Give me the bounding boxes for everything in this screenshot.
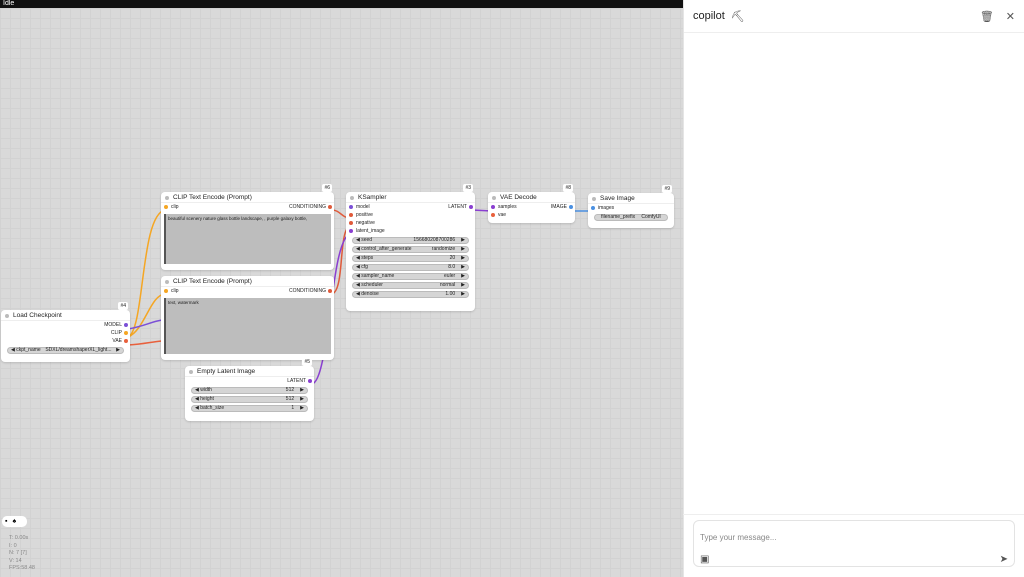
status-bar: Idle (0, 0, 683, 8)
trash-icon[interactable]: 🗑 (979, 10, 994, 23)
output-clip[interactable]: CLIP (1, 329, 130, 337)
widget-seed[interactable]: ◀ seed 156680208700286 ▶ (352, 237, 469, 244)
widget-denoise[interactable]: ◀ denoise 1.00 ▶ (352, 291, 469, 298)
widget-batch-size[interactable]: ◀ batch_size 1 ▶ (191, 405, 308, 412)
hammer-icon: ⛏ (730, 10, 745, 23)
node-id-badge: #3 (463, 184, 473, 192)
prompt-textarea[interactable]: beautiful scenery nature glass bottle la… (164, 214, 331, 264)
input-images[interactable]: images (588, 204, 674, 212)
message-input[interactable] (700, 533, 1008, 542)
image-upload-icon[interactable]: ▣ (700, 554, 710, 565)
stat-line: V: 14 (9, 557, 22, 564)
output-latent[interactable]: LATENT (185, 377, 314, 385)
input-positive[interactable]: positive (346, 211, 385, 219)
widget-cfg[interactable]: ◀ cfg 8.0 ▶ (352, 264, 469, 271)
node-title: Load Checkpoint (1, 310, 130, 321)
input-clip[interactable]: clip (161, 287, 179, 295)
node-canvas[interactable] (0, 8, 683, 577)
output-image[interactable]: IMAGE (551, 203, 575, 211)
send-icon[interactable]: ➤ (999, 554, 1008, 565)
close-icon[interactable]: ✕ (1005, 10, 1015, 23)
widget-filename-prefix[interactable]: filename_prefix ComfyUI (594, 214, 668, 221)
pin-icon[interactable]: ♠ (12, 518, 17, 525)
node-title: KSampler (346, 192, 475, 203)
node-title: CLIP Text Encode (Prompt) (161, 192, 334, 203)
copilot-panel: copilot⛏🗑✕ ▣➤ (683, 0, 1024, 577)
node-id-badge: #9 (662, 185, 672, 193)
node-ksampler[interactable]: #3 KSampler model positive negative late… (346, 184, 475, 311)
node-id-badge: #5 (302, 358, 312, 366)
stat-line: FPS:58.48 (9, 565, 35, 571)
output-conditioning[interactable]: CONDITIONING (289, 287, 334, 295)
node-id-badge: #6 (322, 184, 332, 192)
output-conditioning[interactable]: CONDITIONING (289, 203, 334, 211)
node-empty-latent-image[interactable]: #5 Empty Latent Image LATENT ◀ width 512 ▶… (185, 358, 314, 421)
input-samples[interactable]: samples (488, 203, 517, 211)
node-title: CLIP Text Encode (Prompt) (161, 276, 334, 287)
node-id-badge: #4 (118, 302, 128, 310)
widget-control-after-generate[interactable]: ◀ control_after_generate randomize ▶ (352, 246, 469, 253)
stat-line: N: 7 [7] (9, 550, 27, 556)
widget-height[interactable]: ◀ height 512 ▶ (191, 396, 308, 403)
node-id-badge: #8 (563, 184, 573, 192)
input-model[interactable]: model (346, 203, 385, 211)
node-title: Empty Latent Image (185, 366, 314, 377)
input-negative[interactable]: negative (346, 219, 385, 227)
stat-line: I: 0 (9, 542, 17, 549)
widget-steps[interactable]: ◀ steps 20 ▶ (352, 255, 469, 262)
output-model[interactable]: MODEL (1, 321, 130, 329)
node-vae-decode[interactable]: #8 VAE Decode samples vae IMAGE (488, 184, 575, 223)
canvas-toolbar: ▪ ♠ (2, 516, 27, 527)
prompt-textarea[interactable]: text, watermark (164, 298, 331, 354)
widget-sampler-name[interactable]: ◀ sampler_name euler ▶ (352, 273, 469, 280)
node-title: VAE Decode (488, 192, 575, 203)
node-clip-text-encode-positive[interactable]: #6 CLIP Text Encode (Prompt) clip CONDIT… (161, 184, 334, 270)
node-save-image[interactable]: #9 Save Image images filename_prefix Comf… (588, 185, 674, 228)
node-title: Save Image (588, 193, 674, 204)
panel-title: copilot (693, 10, 725, 22)
node-load-checkpoint[interactable]: #4 Load Checkpoint MODEL CLIP VAE ◀ ckpt… (1, 302, 130, 362)
input-vae[interactable]: vae (488, 211, 517, 219)
render-stats: T: 0.00s I: 0 N: 7 [7] V: 14 FPS:58.48 (9, 535, 35, 573)
divider (683, 514, 1024, 515)
widget-width[interactable]: ◀ width 512 ▶ (191, 387, 308, 394)
widget-scheduler[interactable]: ◀ scheduler normal ▶ (352, 282, 469, 289)
input-clip[interactable]: clip (161, 203, 179, 211)
save-icon[interactable]: ▪ (5, 518, 8, 525)
widget-ckpt-name[interactable]: ◀ ckpt_name SDXL/dreamshaperXL_light... ▶ (7, 347, 124, 354)
status-text: Idle (3, 0, 15, 7)
output-latent[interactable]: LATENT (448, 203, 475, 211)
message-composer: ▣➤ (693, 520, 1015, 567)
input-latent-image[interactable]: latent_image (346, 227, 385, 235)
node-clip-text-encode-negative[interactable]: CLIP Text Encode (Prompt) clip CONDITION… (161, 276, 334, 360)
stat-line: T: 0.00s (9, 535, 29, 541)
output-vae[interactable]: VAE (1, 337, 130, 345)
